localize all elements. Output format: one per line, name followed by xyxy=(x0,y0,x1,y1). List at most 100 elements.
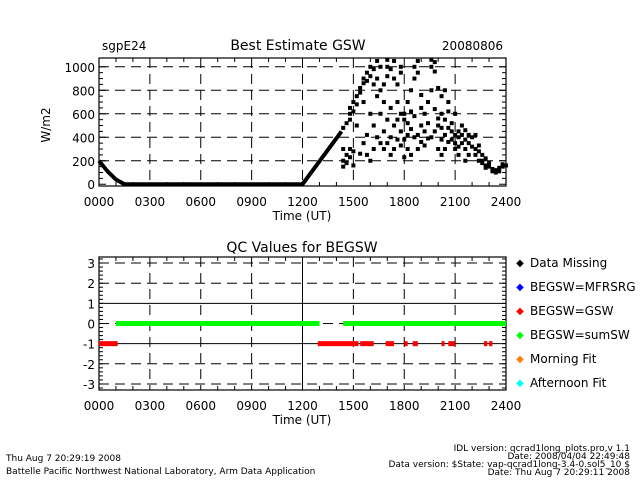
data-point xyxy=(412,76,417,81)
data-point xyxy=(476,143,481,148)
data-point xyxy=(429,64,434,69)
data-point xyxy=(463,137,468,142)
data-point xyxy=(480,158,485,163)
data-point xyxy=(456,129,461,134)
data-point xyxy=(392,147,397,152)
qc-segment xyxy=(483,341,488,347)
y-tick-label: 2 xyxy=(87,277,95,291)
x-tick-label: 1800 xyxy=(389,399,420,413)
y-tick-label: 200 xyxy=(72,155,95,169)
footer-timestamp: Thu Aug 7 20:29:19 2008 xyxy=(5,454,121,464)
data-point xyxy=(487,161,492,166)
legend-label: BEGSW=sumSW xyxy=(530,328,630,342)
x-tick-label: 1800 xyxy=(389,195,420,209)
data-point xyxy=(375,94,380,99)
data-point xyxy=(398,70,403,75)
data-point xyxy=(446,100,451,105)
data-point xyxy=(398,111,403,116)
data-point xyxy=(453,132,458,137)
footer-lab: Battelle Pacific Northwest National Labo… xyxy=(6,467,315,477)
data-line xyxy=(97,130,344,187)
qc-segment xyxy=(343,321,506,326)
data-point xyxy=(361,141,366,146)
bottom-plot: 0000 0300 0600 0900 1200 1500 1800 2100 2400 3 2 1 0… xyxy=(83,256,521,413)
data-point xyxy=(415,70,420,75)
data-point xyxy=(388,105,393,110)
data-point xyxy=(364,78,369,83)
y-tick-label: 400 xyxy=(72,131,95,145)
legend-marker-icon: ◆ xyxy=(516,282,524,293)
data-point xyxy=(456,152,461,157)
data-point xyxy=(456,135,461,140)
data-point xyxy=(436,147,441,152)
data-point xyxy=(341,158,346,163)
data-point xyxy=(402,117,407,122)
data-point xyxy=(480,161,485,166)
data-point xyxy=(439,94,444,99)
data-point xyxy=(456,144,461,149)
data-point xyxy=(347,147,352,152)
x-tick-label: 1500 xyxy=(338,399,369,413)
data-point xyxy=(409,88,414,93)
data-point xyxy=(361,100,366,105)
data-point xyxy=(432,69,437,74)
data-point xyxy=(419,139,424,144)
data-point xyxy=(463,158,468,163)
data-point xyxy=(358,90,363,95)
data-point xyxy=(378,111,383,116)
data-point xyxy=(405,132,410,137)
qc-segment xyxy=(441,341,445,347)
data-point xyxy=(422,143,427,148)
data-point xyxy=(385,64,390,69)
y-tick-label: 3 xyxy=(87,257,95,271)
x-tick-label: 2100 xyxy=(440,399,471,413)
data-point xyxy=(405,147,410,152)
data-point xyxy=(344,161,349,166)
data-point xyxy=(409,127,414,132)
data-point xyxy=(398,129,403,134)
top-y-axis-label: W/m2 xyxy=(39,107,53,142)
data-point xyxy=(439,125,444,130)
qc-segment xyxy=(448,341,456,347)
data-point xyxy=(473,132,478,137)
data-point xyxy=(412,64,417,69)
x-tick-label: 0900 xyxy=(236,399,267,413)
data-point xyxy=(395,117,400,122)
data-point xyxy=(368,74,373,79)
data-point xyxy=(402,111,407,116)
data-point xyxy=(385,57,390,62)
data-point xyxy=(392,123,397,128)
data-point xyxy=(439,111,444,116)
data-point xyxy=(341,147,346,152)
legend-label: Morning Fit xyxy=(530,352,597,366)
data-point xyxy=(446,109,451,114)
data-point xyxy=(375,58,380,63)
qc-segment xyxy=(404,341,408,347)
data-point xyxy=(432,60,437,65)
data-point xyxy=(429,135,434,140)
data-point xyxy=(354,123,359,128)
data-point xyxy=(476,149,481,154)
data-point xyxy=(439,152,444,157)
legend-marker-icon: ◆ xyxy=(516,354,524,365)
data-point xyxy=(361,76,366,81)
legend: ◆ Data Missing ◆ BEGSW=MFRSRG ◆ BEGSW=GSW ◆ BEG… xyxy=(516,256,635,390)
data-point xyxy=(466,152,471,157)
top-x-axis-label: Time (UT) xyxy=(272,209,332,223)
data-point xyxy=(351,149,356,154)
data-point xyxy=(368,64,373,69)
data-point xyxy=(459,132,464,137)
legend-marker-icon: ◆ xyxy=(516,258,524,269)
data-point xyxy=(364,132,369,137)
data-point xyxy=(493,170,498,175)
x-tick-label: 0000 xyxy=(84,195,115,209)
data-point xyxy=(378,141,383,146)
top-plot: 0000 0300 0600 0900 1200 1500 1800 2100 2400 0 200… xyxy=(64,57,521,209)
y-tick-label: -1 xyxy=(83,338,95,352)
data-point xyxy=(395,100,400,105)
y-tick-label: -3 xyxy=(83,378,95,392)
data-point xyxy=(398,143,403,148)
data-point xyxy=(419,92,424,97)
data-point xyxy=(422,111,427,116)
